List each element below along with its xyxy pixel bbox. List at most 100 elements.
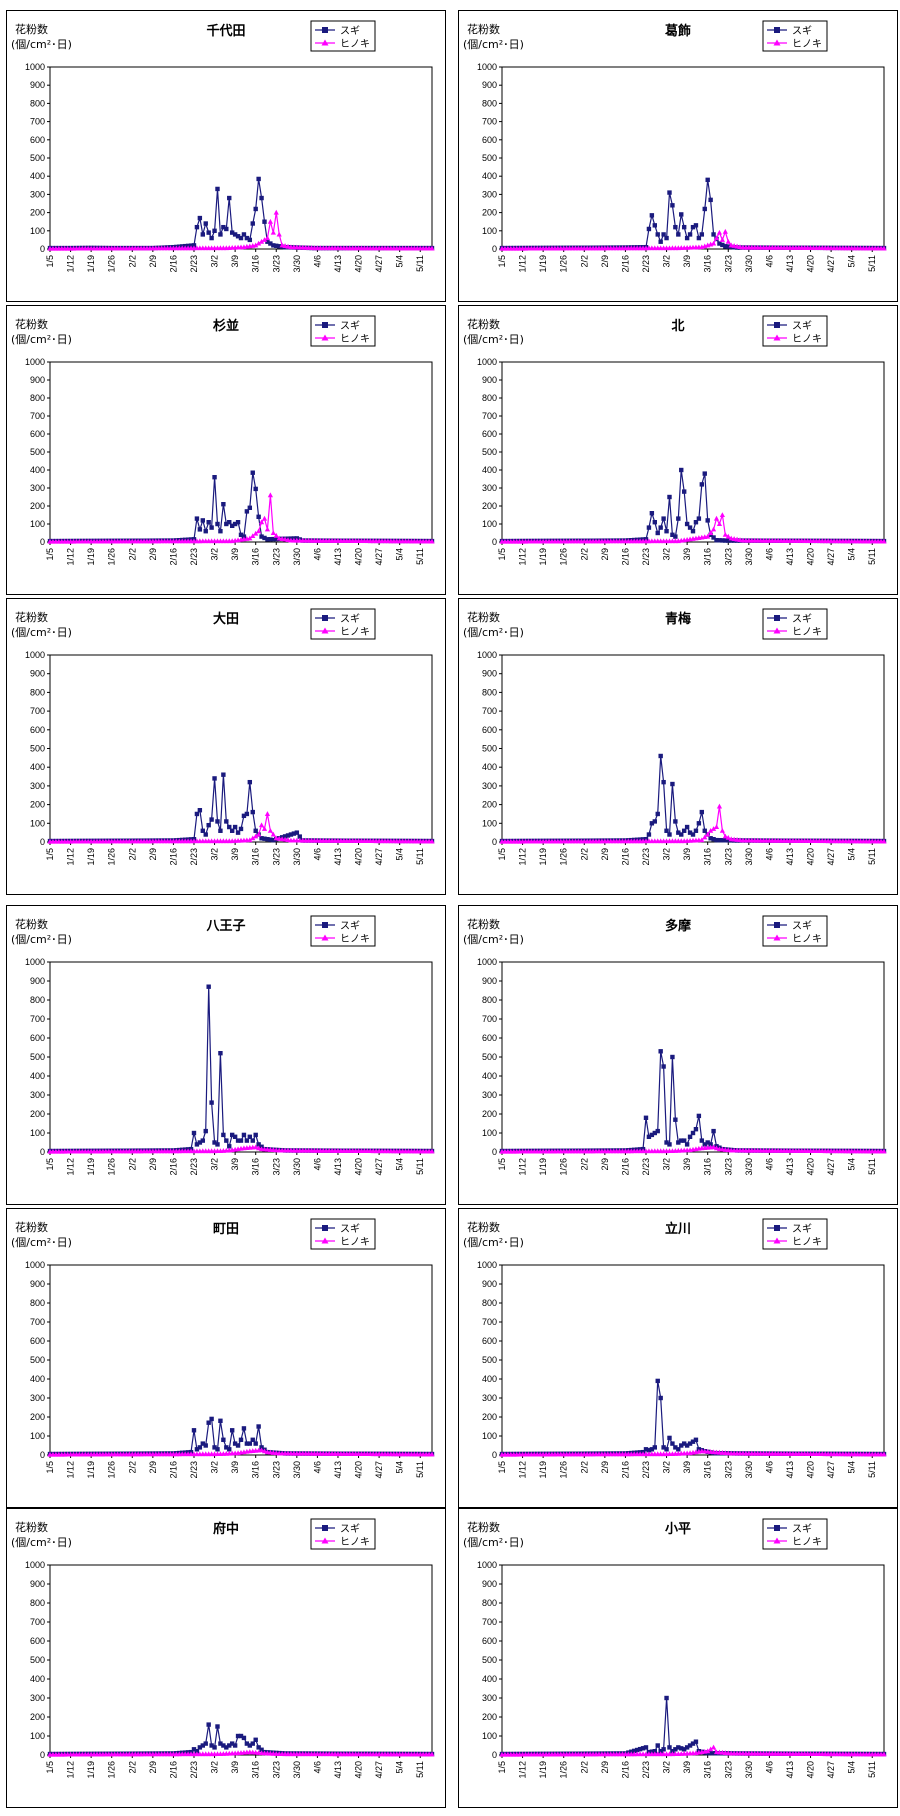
y-tick-label: 0 bbox=[40, 837, 45, 847]
data-point-square bbox=[699, 809, 705, 815]
legend-label-sugi: スギ bbox=[340, 320, 360, 332]
data-point-square bbox=[711, 232, 716, 237]
y-axis-unit: (個/cm²･日) bbox=[463, 1536, 524, 1549]
data-point-square bbox=[212, 228, 217, 233]
data-point-square bbox=[232, 1743, 238, 1748]
y-tick-label: 400 bbox=[30, 762, 45, 772]
y-tick-label: 900 bbox=[482, 80, 497, 90]
data-point-square bbox=[687, 1134, 693, 1139]
chart-panel-4: 北 花粉数 (個/cm²･日) スギ ヒノキ 0 100 200 300 400 500 600 700… bbox=[458, 305, 898, 595]
legend-label-hinoki: ヒノキ bbox=[340, 38, 370, 50]
data-point-square bbox=[197, 527, 203, 532]
y-axis-unit: (個/cm²･日) bbox=[11, 333, 72, 346]
x-tick-label: 1/19 bbox=[538, 548, 548, 566]
x-tick-label: 1/26 bbox=[107, 1461, 117, 1479]
data-point-square bbox=[268, 241, 273, 246]
y-tick-label: 800 bbox=[482, 98, 497, 108]
data-point-square bbox=[232, 232, 238, 237]
x-tick-label: 1/26 bbox=[107, 1761, 117, 1779]
x-tick-label: 1/12 bbox=[66, 1158, 76, 1176]
y-tick-label: 600 bbox=[30, 1336, 45, 1346]
data-point-triangle bbox=[253, 242, 259, 248]
y-tick-label: 800 bbox=[482, 1598, 497, 1608]
data-point-square bbox=[256, 1745, 261, 1750]
data-point-square bbox=[667, 494, 672, 500]
data-point-triangle bbox=[429, 1148, 435, 1154]
data-point-square bbox=[250, 1437, 255, 1442]
x-tick-label: 2/23 bbox=[189, 1761, 199, 1779]
data-point-square bbox=[705, 518, 710, 523]
legend-marker-triangle bbox=[773, 334, 781, 341]
x-tick-label: 2/23 bbox=[641, 848, 651, 866]
x-tick-label: 4/13 bbox=[333, 255, 343, 273]
data-point-square bbox=[634, 1747, 640, 1753]
data-point-triangle bbox=[881, 838, 887, 844]
y-tick-label: 400 bbox=[482, 1071, 497, 1081]
x-tick-label: 2/9 bbox=[600, 1461, 610, 1474]
data-point-square bbox=[649, 213, 655, 218]
x-tick-label: 2/16 bbox=[620, 1461, 630, 1479]
y-tick-label: 200 bbox=[482, 208, 497, 218]
x-tick-label: 3/23 bbox=[271, 848, 281, 866]
legend-marker-triangle bbox=[773, 627, 781, 634]
data-point-square bbox=[244, 235, 250, 241]
data-point-triangle bbox=[708, 530, 714, 535]
y-axis-label: 花粉数 bbox=[467, 23, 500, 36]
series-hinoki bbox=[47, 492, 435, 544]
data-point-triangle bbox=[725, 238, 731, 244]
data-point-square bbox=[664, 235, 669, 241]
data-point-square bbox=[646, 525, 652, 530]
x-tick-label: 4/6 bbox=[312, 1158, 322, 1171]
data-point-triangle bbox=[881, 1451, 887, 1457]
data-point-square bbox=[244, 509, 250, 514]
data-point-square bbox=[241, 232, 247, 237]
data-point-square bbox=[197, 1140, 203, 1145]
data-point-square bbox=[194, 224, 200, 230]
data-point-square bbox=[206, 1420, 211, 1425]
data-point-square bbox=[294, 830, 300, 835]
x-tick-label: 4/13 bbox=[333, 1461, 343, 1479]
data-point-square bbox=[235, 1733, 241, 1739]
data-point-square bbox=[702, 471, 707, 476]
data-point-square bbox=[693, 520, 699, 525]
data-point-square bbox=[696, 1113, 702, 1119]
data-point-square bbox=[244, 811, 250, 817]
y-tick-label: 200 bbox=[482, 800, 497, 810]
x-tick-label: 1/19 bbox=[86, 1761, 96, 1779]
data-point-square bbox=[699, 1138, 705, 1143]
y-axis-label: 花粉数 bbox=[15, 1521, 48, 1534]
x-tick-label: 1/12 bbox=[66, 548, 76, 566]
legend-marker-triangle bbox=[773, 1237, 781, 1244]
y-tick-label: 1000 bbox=[477, 1260, 497, 1270]
x-tick-label: 3/30 bbox=[292, 255, 302, 273]
data-point-square bbox=[708, 197, 713, 203]
x-tick-label: 3/30 bbox=[744, 1461, 754, 1479]
x-tick-label: 2/16 bbox=[168, 1158, 178, 1176]
data-point-square bbox=[218, 232, 223, 237]
data-point-square bbox=[265, 239, 270, 244]
legend-label-sugi: スギ bbox=[340, 920, 360, 932]
y-tick-label: 300 bbox=[482, 483, 497, 493]
data-point-square bbox=[687, 1743, 693, 1748]
plot-area bbox=[501, 1264, 885, 1456]
y-tick-label: 500 bbox=[482, 447, 497, 457]
x-tick-label: 1/5 bbox=[45, 548, 55, 561]
data-point-triangle bbox=[725, 533, 731, 539]
data-point-triangle bbox=[719, 237, 725, 242]
x-tick-label: 3/23 bbox=[723, 848, 733, 866]
x-tick-label: 3/9 bbox=[230, 548, 240, 561]
data-point-square bbox=[711, 1128, 716, 1134]
legend-label-hinoki: ヒノキ bbox=[340, 1536, 370, 1548]
legend-label-hinoki: ヒノキ bbox=[792, 626, 822, 638]
data-point-square bbox=[723, 538, 728, 543]
data-point-square bbox=[238, 1733, 244, 1739]
x-tick-label: 1/12 bbox=[518, 255, 528, 273]
chart-panel-2: 葛飾 花粉数 (個/cm²･日) スギ ヒノキ 0 100 200 300 400 500 600 70… bbox=[458, 10, 898, 302]
data-point-triangle bbox=[267, 218, 273, 224]
data-point-triangle bbox=[705, 533, 711, 539]
data-point-square bbox=[227, 1447, 232, 1452]
